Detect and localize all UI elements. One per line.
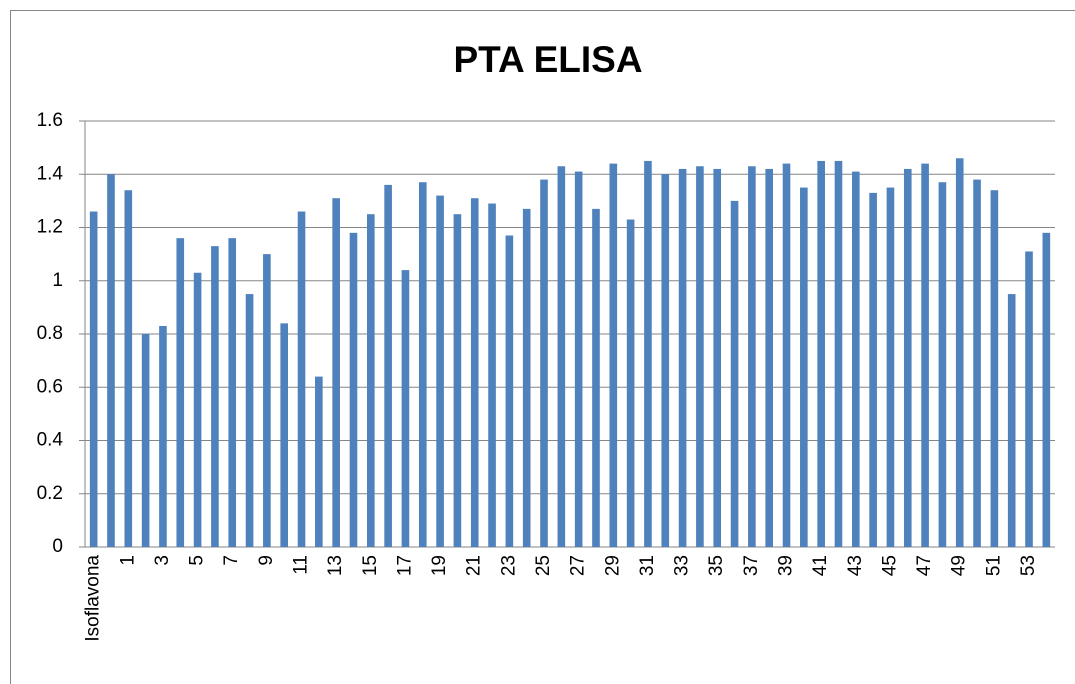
bar bbox=[401, 270, 410, 547]
bar bbox=[748, 166, 756, 547]
bar bbox=[228, 238, 237, 547]
bar bbox=[851, 171, 860, 547]
x-tick-label: 17 bbox=[394, 555, 415, 576]
y-tick-label: 1.2 bbox=[37, 217, 63, 238]
y-tick-label: 0.2 bbox=[37, 483, 63, 504]
x-tick-label: 3 bbox=[152, 555, 173, 566]
x-tick-label: 27 bbox=[568, 555, 589, 576]
bar bbox=[245, 294, 254, 547]
bar bbox=[990, 190, 999, 547]
bar bbox=[193, 272, 202, 547]
y-tick-label: 1.6 bbox=[37, 110, 63, 131]
x-tick-label: 53 bbox=[1018, 555, 1039, 576]
x-tick-label: 13 bbox=[325, 555, 346, 576]
bar bbox=[418, 182, 427, 548]
bar bbox=[626, 219, 635, 547]
bar bbox=[678, 168, 687, 548]
bar bbox=[141, 334, 150, 547]
x-tick-label: 51 bbox=[983, 555, 1004, 576]
x-tick-label: 21 bbox=[464, 555, 485, 576]
bar bbox=[280, 323, 289, 547]
x-tick-label: 1 bbox=[117, 555, 138, 566]
bar bbox=[609, 163, 618, 547]
x-tick-label: Isoflavona bbox=[83, 555, 104, 642]
y-tick-label: 0.6 bbox=[37, 376, 63, 397]
bar bbox=[661, 174, 670, 547]
y-tick-label: 1 bbox=[52, 270, 63, 291]
x-tick-label: 9 bbox=[256, 555, 277, 566]
bar bbox=[1042, 232, 1051, 547]
x-tick-label: 45 bbox=[879, 555, 900, 576]
bar bbox=[730, 200, 739, 547]
bar bbox=[903, 168, 912, 548]
bar bbox=[436, 195, 444, 548]
x-tick-label: 33 bbox=[672, 555, 693, 576]
bar bbox=[869, 192, 877, 547]
bar bbox=[557, 166, 566, 547]
x-tick-label: 11 bbox=[291, 555, 312, 575]
x-tick-label: 25 bbox=[533, 555, 554, 576]
bar bbox=[782, 163, 791, 547]
bar bbox=[1025, 251, 1033, 547]
bar bbox=[488, 203, 496, 547]
bar bbox=[176, 238, 185, 547]
x-tick-label: 41 bbox=[810, 555, 831, 576]
bar bbox=[834, 160, 843, 547]
x-tick-label: 35 bbox=[706, 555, 727, 576]
x-tick-label: 29 bbox=[602, 555, 623, 576]
bar bbox=[470, 198, 479, 547]
bar bbox=[955, 158, 964, 547]
bar bbox=[124, 190, 133, 547]
bar bbox=[349, 232, 358, 547]
bar bbox=[696, 166, 704, 547]
x-tick-label: 47 bbox=[914, 555, 935, 576]
x-tick-label: 7 bbox=[221, 555, 242, 566]
x-tick-label: 37 bbox=[741, 555, 762, 576]
bar bbox=[263, 254, 271, 547]
y-tick-label: 0.4 bbox=[37, 430, 64, 451]
bar bbox=[574, 171, 583, 547]
bar bbox=[713, 168, 722, 548]
bar bbox=[315, 376, 323, 547]
bar bbox=[211, 246, 219, 547]
bar bbox=[592, 208, 600, 548]
x-tick-label: 31 bbox=[637, 555, 658, 576]
x-tick-label: 19 bbox=[429, 555, 450, 576]
bar bbox=[800, 187, 808, 547]
bar bbox=[644, 160, 652, 547]
bar bbox=[159, 326, 167, 547]
bar bbox=[297, 211, 306, 547]
bar bbox=[1007, 294, 1016, 547]
bar bbox=[522, 208, 531, 548]
x-tick-label: 15 bbox=[360, 555, 381, 576]
x-tick-label: 43 bbox=[845, 555, 866, 576]
bar bbox=[938, 182, 947, 548]
bar bbox=[886, 187, 895, 547]
x-tick-label: 5 bbox=[187, 555, 208, 566]
bar bbox=[366, 214, 375, 547]
chart-title: PTA ELISA bbox=[453, 39, 642, 80]
y-tick-label: 0 bbox=[52, 536, 63, 557]
bar bbox=[921, 163, 929, 547]
bar bbox=[817, 160, 825, 547]
bar bbox=[973, 179, 981, 547]
x-tick-label: 23 bbox=[498, 555, 519, 576]
y-tick-label: 1.4 bbox=[37, 163, 64, 184]
x-tick-label: 49 bbox=[949, 555, 970, 576]
bar bbox=[765, 168, 774, 548]
bar bbox=[332, 198, 340, 547]
bar bbox=[107, 174, 115, 547]
bar bbox=[384, 184, 392, 547]
y-tick-label: 0.8 bbox=[37, 323, 63, 344]
bar bbox=[540, 179, 548, 547]
bar bbox=[453, 214, 462, 547]
bar bbox=[89, 211, 98, 547]
x-tick-label: 39 bbox=[776, 555, 797, 576]
bar bbox=[505, 235, 514, 548]
